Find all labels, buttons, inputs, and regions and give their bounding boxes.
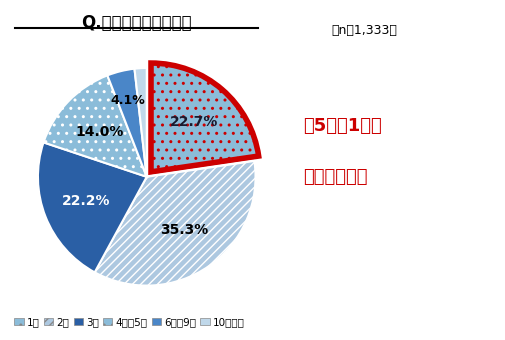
Wedge shape bbox=[38, 142, 146, 272]
Text: Q.新卒採用部署の人数: Q.新卒採用部署の人数 bbox=[81, 14, 191, 32]
Text: 4.1%: 4.1% bbox=[111, 94, 145, 107]
Text: （n＝1,333）: （n＝1,333） bbox=[331, 24, 396, 37]
Wedge shape bbox=[150, 63, 258, 172]
Text: ワンオペ人事: ワンオペ人事 bbox=[303, 168, 367, 186]
Wedge shape bbox=[43, 75, 146, 177]
Text: 35.3%: 35.3% bbox=[160, 223, 208, 237]
Legend: 1人, 2人, 3人, 4人～5人, 6人～9人, 10人以上: 1人, 2人, 3人, 4人～5人, 6人～9人, 10人以上 bbox=[10, 313, 248, 331]
Text: 約5社に1社が: 約5社に1社が bbox=[303, 117, 382, 135]
Wedge shape bbox=[134, 68, 146, 177]
Text: 22.7%: 22.7% bbox=[169, 116, 218, 130]
Text: 14.0%: 14.0% bbox=[75, 125, 123, 139]
Wedge shape bbox=[107, 69, 146, 177]
Text: 22.2%: 22.2% bbox=[62, 194, 110, 208]
Wedge shape bbox=[94, 161, 255, 286]
